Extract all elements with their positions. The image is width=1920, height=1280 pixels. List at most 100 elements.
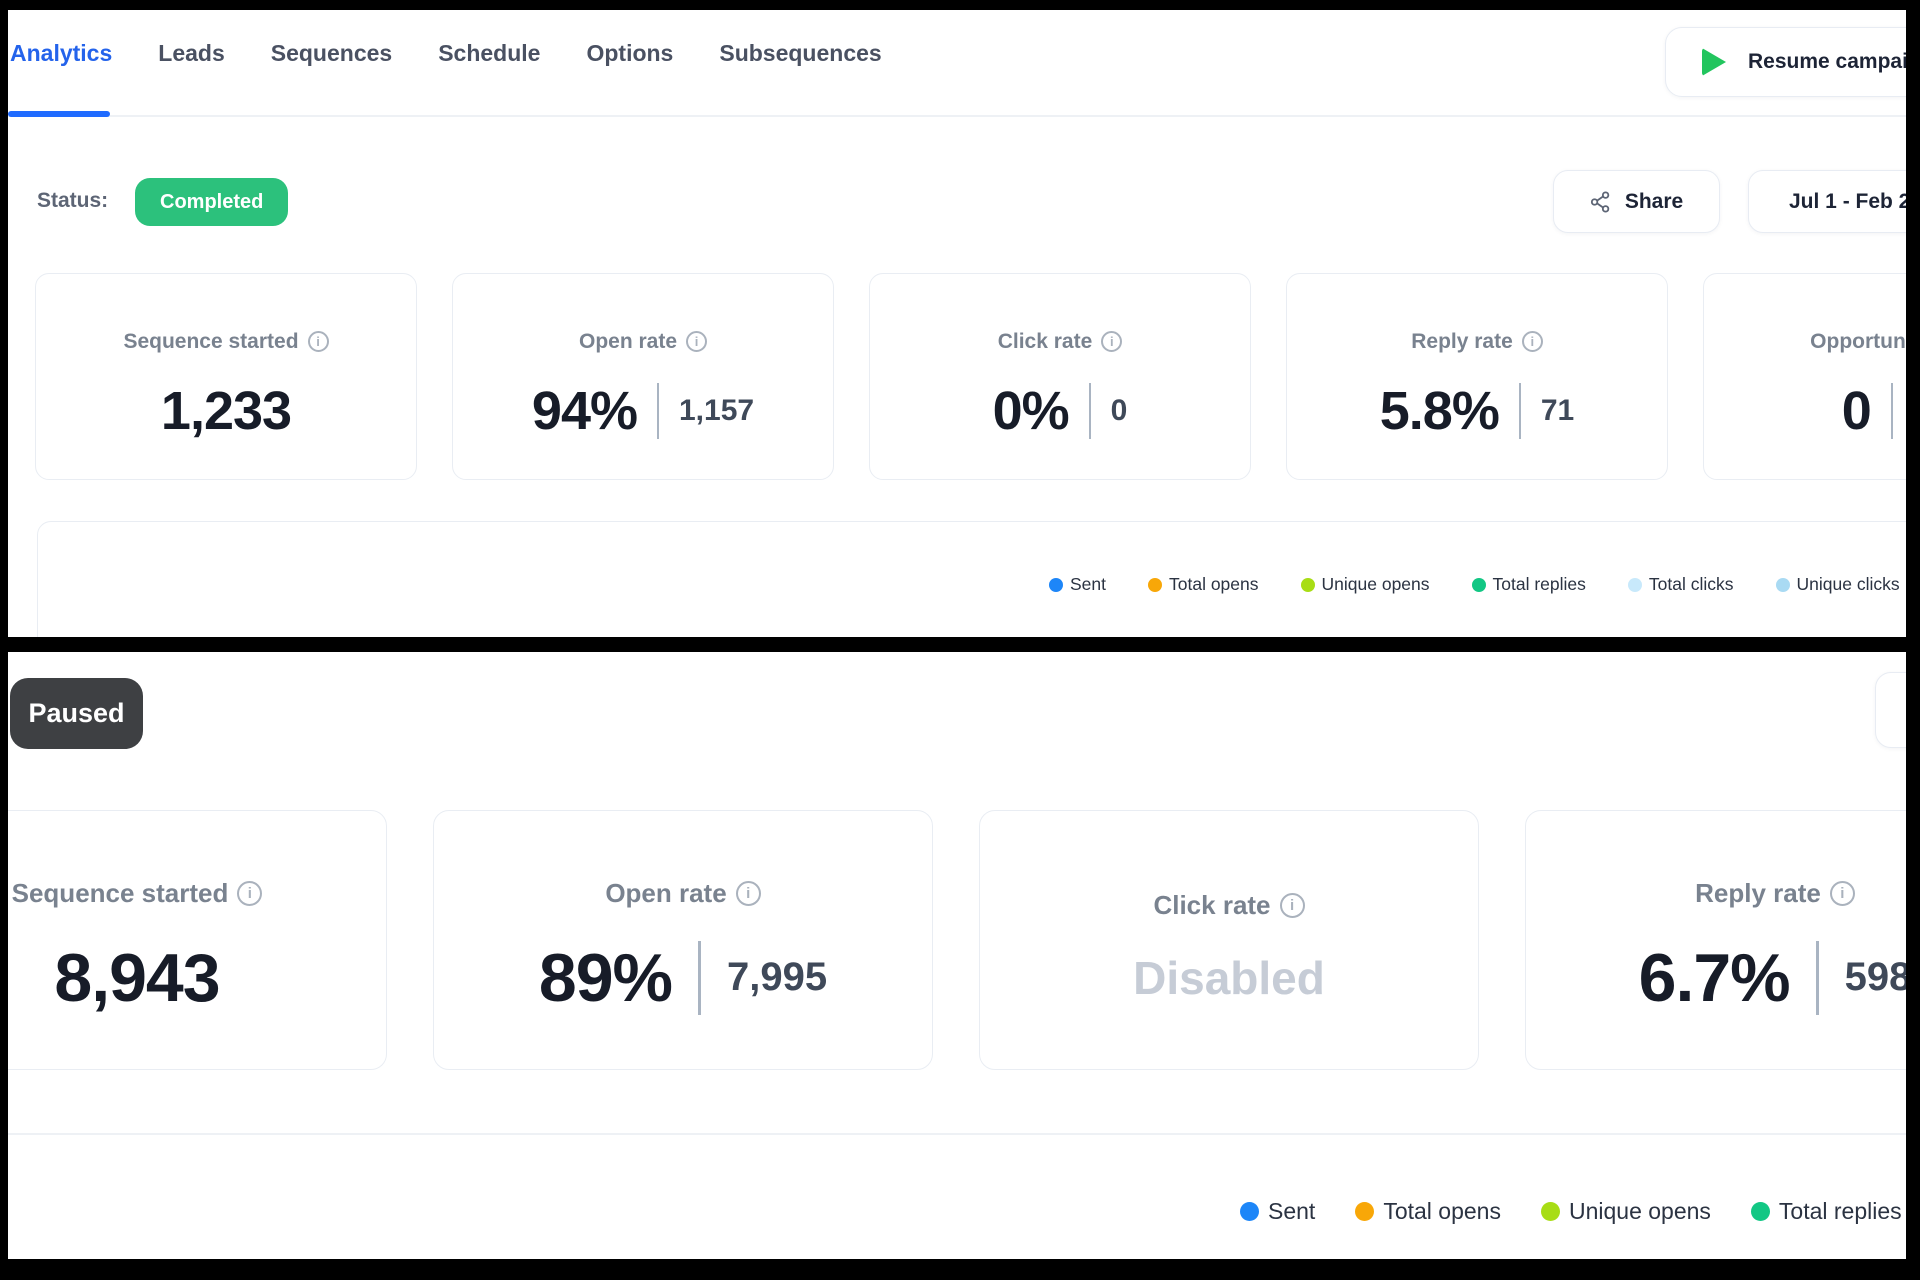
info-icon[interactable] [1279, 892, 1305, 918]
card-secondary-value: 598 [1844, 955, 1906, 999]
legend-item-total-clicks[interactable]: Total clicks [1627, 574, 1734, 595]
legend-label: Unique opens [1568, 1198, 1711, 1224]
legend-item-total-replies[interactable]: Total replies [1750, 1198, 1902, 1225]
card-value: 94% [531, 380, 638, 441]
chart-panel [37, 521, 1906, 637]
resume-campaign-button[interactable]: Resume campaign [1665, 27, 1906, 97]
legend-label: Unique opens [1321, 574, 1430, 594]
metric-cards-row: Sequence started 8,943 Open rate 89% 7,99… [8, 810, 1906, 1070]
clipped-right-button[interactable] [1875, 672, 1906, 748]
card-click-rate: Click rate 0% 0 [869, 273, 1251, 480]
campaign-analytics-bottom: Paused Sequence started 8,943 Open rate … [8, 652, 1906, 1259]
resume-campaign-label: Resume campaign [1748, 50, 1906, 73]
tab-schedule[interactable]: Schedule [438, 40, 541, 66]
value-divider [1088, 382, 1091, 439]
legend-dot [1750, 1202, 1770, 1221]
card-secondary-value: 71 [1540, 393, 1575, 427]
share-icon [1590, 190, 1610, 213]
value-divider [698, 940, 701, 1015]
legend-item-sent[interactable]: Sent [1049, 574, 1106, 595]
info-icon[interactable] [237, 880, 263, 906]
card-title: Open rate [578, 329, 678, 353]
legend-dot [1300, 577, 1315, 592]
card-open-rate: Open rate 89% 7,995 [433, 810, 933, 1070]
legend-item-total-replies[interactable]: Total replies [1471, 574, 1586, 595]
legend-dot [1240, 1202, 1259, 1221]
card-click-rate: Click rate Disabled [979, 810, 1479, 1070]
status-label: Status: [37, 189, 109, 212]
card-value: 0% [992, 380, 1070, 441]
tab-analytics[interactable]: Analytics [10, 40, 113, 66]
card-value: 0 [1841, 380, 1872, 441]
legend-item-unique-clicks[interactable]: Unique clicks [1775, 574, 1900, 595]
share-label: Share [1624, 189, 1684, 213]
legend-label: Total replies [1492, 574, 1586, 594]
legend-dot [1148, 577, 1162, 592]
card-title: Sequence started [11, 877, 229, 908]
info-icon[interactable] [1829, 880, 1855, 906]
active-tab-underline [8, 111, 110, 117]
value-divider [1815, 940, 1819, 1015]
legend-label: Total replies [1778, 1198, 1902, 1224]
card-title: Sequence started [123, 329, 299, 353]
tab-options[interactable]: Options [586, 40, 674, 66]
legend-label: Sent [1268, 1198, 1316, 1224]
card-secondary-value: 1,157 [679, 393, 755, 427]
legend-label: Total opens [1383, 1198, 1501, 1224]
info-icon[interactable] [686, 331, 708, 352]
card-secondary-value: 7,995 [727, 955, 828, 999]
card-title: Click rate [997, 329, 1093, 353]
date-range-label: Jul 1 - Feb 29 [1789, 189, 1906, 213]
status-badge-completed: Completed [135, 178, 289, 226]
value-divider [657, 382, 659, 439]
legend-item-unique-opens[interactable]: Unique opens [1540, 1198, 1711, 1225]
card-title: Click rate [1153, 889, 1271, 920]
card-value: 1,233 [160, 380, 292, 441]
tab-subsequences[interactable]: Subsequences [719, 40, 882, 66]
card-title: Reply rate [1695, 877, 1821, 908]
card-value: 6.7% [1638, 939, 1791, 1016]
chart-legend: Sent Total opens Unique opens Total repl… [1049, 574, 1900, 595]
info-icon[interactable] [307, 331, 329, 352]
legend-dot [1540, 1202, 1560, 1221]
card-title: Open rate [605, 877, 727, 908]
legend-item-unique-opens[interactable]: Unique opens [1300, 574, 1430, 595]
legend-dot [1471, 577, 1486, 592]
metric-cards-row: Sequence started 1,233 Open rate 94% 1,15… [35, 273, 1906, 480]
legend-dot [1049, 577, 1063, 592]
legend-item-sent[interactable]: Sent [1240, 1198, 1315, 1225]
chart-panel-divider [8, 1133, 1906, 1135]
card-title: Reply rate [1411, 329, 1513, 353]
card-value: 5.8% [1379, 380, 1500, 441]
status-badge-paused: Paused [10, 678, 143, 749]
legend-item-total-opens[interactable]: Total opens [1355, 1198, 1501, 1225]
card-open-rate: Open rate 94% 1,157 [452, 273, 834, 480]
card-opportunities: Opportunities 0$0 [1703, 273, 1906, 480]
info-icon[interactable] [1521, 331, 1543, 352]
card-value-disabled: Disabled [1133, 951, 1325, 1004]
legend-label: Total opens [1169, 574, 1259, 594]
card-reply-rate: Reply rate 5.8% 71 [1286, 273, 1668, 480]
tab-sequences[interactable]: Sequences [270, 40, 393, 66]
card-sequence-started: Sequence started 1,233 [35, 273, 417, 480]
card-reply-rate: Reply rate 6.7% 598 [1525, 810, 1906, 1070]
card-title: Opportunities [1810, 329, 1906, 353]
value-divider [1518, 382, 1521, 439]
info-icon[interactable] [735, 880, 761, 906]
legend-label: Unique clicks [1796, 574, 1900, 594]
legend-dot [1355, 1202, 1375, 1221]
campaign-analytics-top: Analytics Leads Sequences Schedule Optio… [8, 10, 1906, 637]
chart-legend: Sent Total opens Unique opens Total repl… [1240, 1198, 1902, 1225]
date-range-button[interactable]: Jul 1 - Feb 29 [1748, 170, 1906, 233]
play-icon [1702, 48, 1726, 76]
legend-item-total-opens[interactable]: Total opens [1148, 574, 1259, 595]
tab-leads[interactable]: Leads [158, 40, 225, 66]
share-button[interactable]: Share [1553, 170, 1720, 233]
tab-bar: Analytics Leads Sequences Schedule Optio… [8, 10, 1906, 117]
legend-label: Total clicks [1648, 574, 1734, 594]
info-icon[interactable] [1101, 331, 1123, 352]
card-value: 8,943 [54, 939, 220, 1016]
card-secondary-value: 0 [1110, 393, 1128, 427]
card-sequence-started: Sequence started 8,943 [8, 810, 387, 1070]
legend-dot [1775, 577, 1790, 592]
